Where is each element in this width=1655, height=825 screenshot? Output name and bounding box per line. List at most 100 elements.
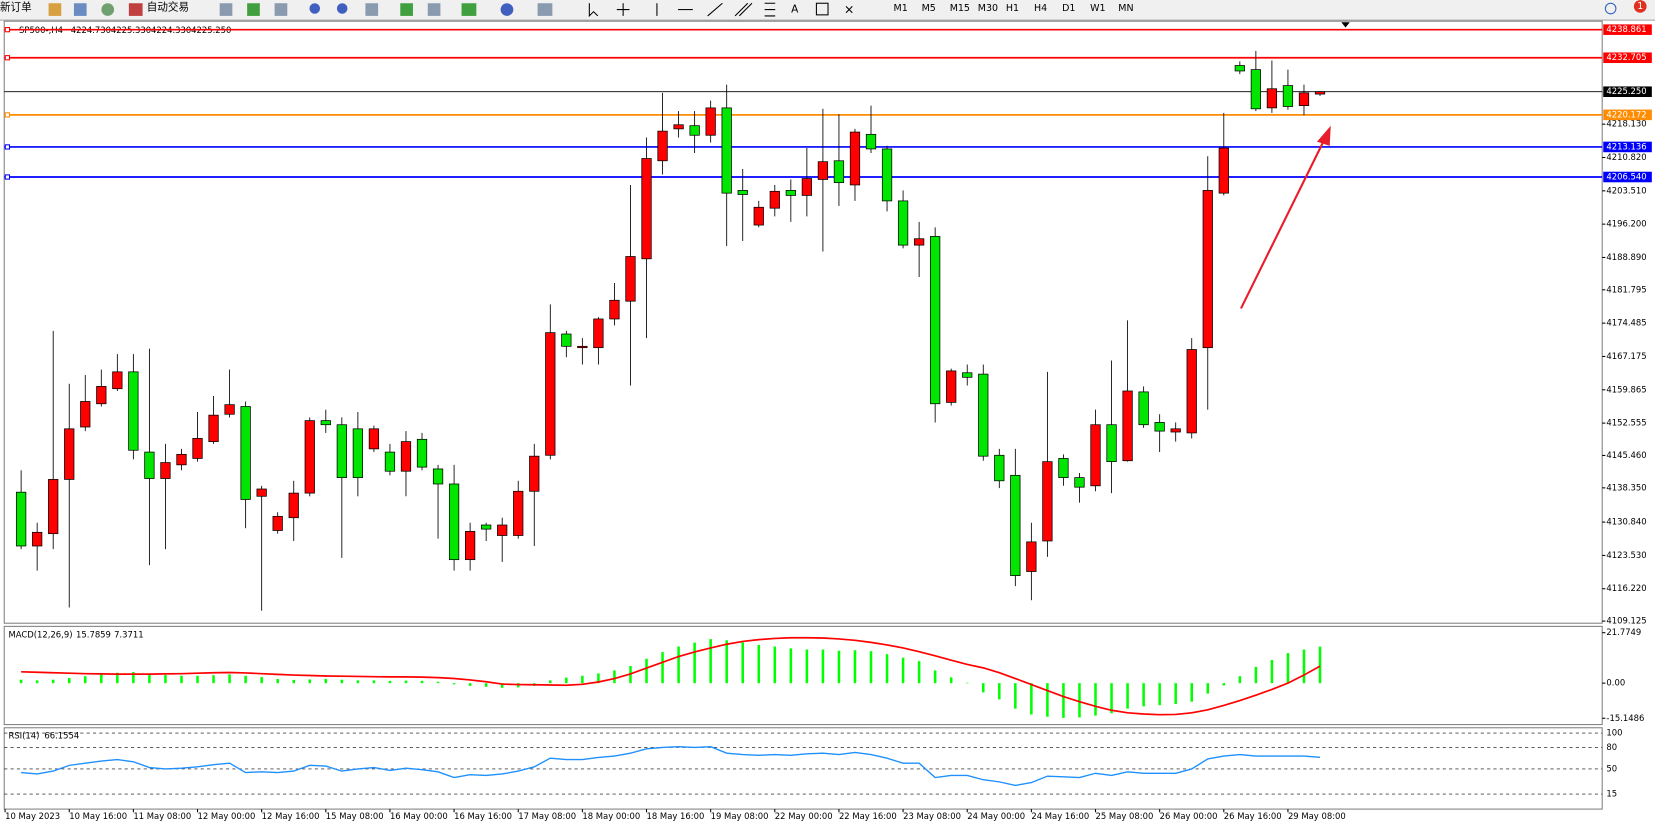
candle-body [785, 190, 796, 196]
zoom-in[interactable] [309, 3, 321, 14]
timeframe-button[interactable]: W1 [1090, 3, 1105, 14]
text-tool[interactable]: A [791, 4, 799, 16]
icon[interactable] [365, 3, 379, 16]
candle-body [641, 158, 652, 260]
y-tick-label: 4174.485 [1606, 318, 1646, 328]
icon[interactable] [219, 3, 233, 16]
y-tick-label: 100 [1606, 728, 1622, 738]
macd-bar [308, 679, 312, 684]
macd-bar [83, 676, 87, 684]
arrows-tool[interactable] [845, 6, 853, 14]
y-tick-label: 4152.555 [1606, 418, 1646, 428]
annotation-arrow [1240, 139, 1326, 309]
timeframe-button[interactable]: MN [1118, 3, 1133, 14]
macd-bar [661, 652, 664, 684]
macd-bar [1062, 683, 1065, 718]
candle-body [112, 371, 123, 390]
timeframe-button[interactable]: D1 [1062, 3, 1075, 14]
macd-bar [1110, 683, 1113, 714]
candle-body [513, 490, 524, 536]
macd-bar [741, 642, 744, 684]
macd-bar [773, 646, 777, 684]
y-tick-label: 50 [1606, 763, 1617, 773]
x-tick-label: 24 May 00:00 [967, 811, 1025, 821]
candle-body [272, 515, 283, 531]
macd-bar [933, 670, 937, 684]
y-tick-label: 4123.530 [1606, 550, 1646, 560]
candle-body [801, 178, 812, 196]
indicators[interactable] [461, 3, 477, 16]
macd-bar [340, 679, 344, 684]
candle-body [304, 420, 315, 494]
trendline-tool[interactable] [707, 2, 723, 17]
level-label: 4238.861 [1606, 24, 1646, 34]
toolbar-icons: A [48, 0, 1647, 18]
macd-bar [1014, 683, 1017, 709]
icon[interactable] [48, 3, 62, 16]
icon[interactable] [427, 3, 441, 16]
macd-bar [468, 683, 472, 686]
indicator-value: 7.3711 [114, 629, 144, 639]
channel-tool[interactable] [734, 2, 753, 17]
level-label: 4232.705 [1606, 52, 1646, 62]
icon[interactable] [274, 3, 288, 16]
x-tick-label: 23 May 08:00 [903, 811, 961, 821]
periods[interactable] [500, 3, 514, 16]
signal-line [21, 636, 1321, 716]
new-order-button[interactable]: 新订单 [0, 0, 32, 13]
x-tick-label: 12 May 16:00 [262, 811, 320, 821]
notification-count: 1 [1637, 1, 1643, 12]
icon[interactable] [101, 3, 115, 16]
label-tool[interactable] [815, 2, 829, 16]
macd-bar [324, 678, 328, 684]
macd-bar [805, 649, 809, 684]
fibo-tool[interactable] [764, 2, 776, 17]
crosshair-tool[interactable] [616, 3, 630, 16]
x-tick-label: 10 May 16:00 [69, 811, 127, 821]
candle-body [1298, 92, 1310, 106]
candle-body [256, 488, 267, 497]
icon[interactable] [400, 3, 413, 16]
candle-body [352, 428, 363, 478]
macd-bar [484, 683, 488, 687]
candle-body [208, 414, 219, 442]
timeframe-button[interactable]: M30 [978, 3, 998, 14]
timeframe-button[interactable]: M15 [950, 3, 970, 14]
candle-body [1250, 69, 1261, 110]
y-tick-label: 4203.510 [1606, 185, 1646, 195]
zoom-out[interactable] [336, 3, 348, 14]
x-tick-label: 26 May 00:00 [1160, 811, 1218, 821]
icon[interactable] [73, 3, 87, 16]
macd-bar [51, 679, 55, 684]
cursor-tool[interactable] [588, 3, 599, 18]
auto-trading-button[interactable]: 自动交易 [147, 0, 189, 13]
macd-bar [1190, 683, 1193, 702]
timeframe-button[interactable]: H4 [1034, 3, 1047, 14]
macd-bar [196, 675, 199, 684]
macd-bar [645, 658, 648, 684]
y-tick-label: 4188.890 [1606, 252, 1646, 262]
macd-bar [388, 680, 392, 684]
notification-badge[interactable] [1633, 0, 1647, 13]
macd-bar [19, 679, 23, 684]
x-tick-label: 15 May 08:00 [326, 811, 384, 821]
indicator-title: MACD(12,26,9) [8, 629, 72, 639]
timeframe-button[interactable]: H1 [1006, 3, 1019, 14]
macd-bar [565, 677, 568, 684]
auto-trading-icon[interactable] [128, 3, 143, 16]
candle-body [593, 318, 604, 349]
candle-body [1010, 474, 1021, 576]
templates[interactable] [537, 3, 553, 16]
macd-bar [869, 651, 873, 684]
macd-bar [180, 675, 183, 684]
level-label: 4220.172 [1606, 109, 1646, 119]
candle-body [1170, 428, 1181, 433]
level-label: 4213.136 [1606, 141, 1646, 151]
macd-bar [1078, 683, 1081, 718]
icon[interactable] [247, 3, 260, 16]
level-label: 4225.250 [1606, 86, 1646, 96]
search[interactable] [1604, 2, 1617, 15]
macd-bar [725, 640, 728, 684]
timeframe-button[interactable]: M5 [922, 3, 936, 14]
timeframe-button[interactable]: M1 [894, 3, 908, 14]
